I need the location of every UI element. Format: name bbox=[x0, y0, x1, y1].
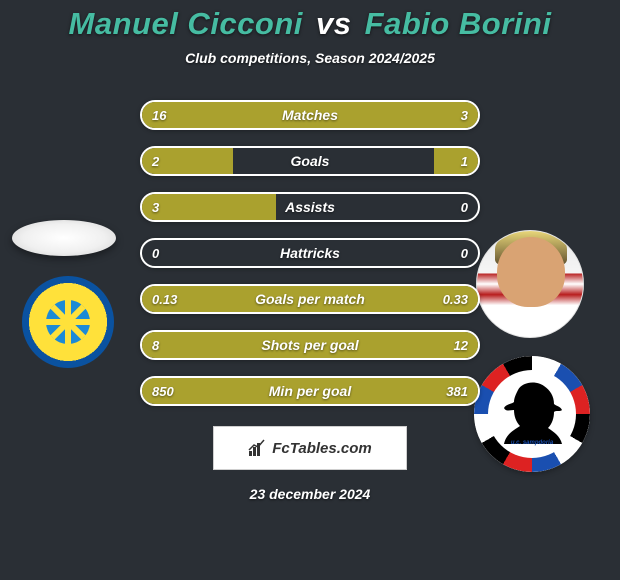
club-right-caption: u.c. sampdoria bbox=[474, 440, 590, 446]
stat-label: Goals per match bbox=[142, 291, 478, 307]
player-left-name: Manuel Cicconi bbox=[69, 6, 303, 41]
player-right-name: Fabio Borini bbox=[365, 6, 552, 41]
stat-row: 850381Min per goal bbox=[140, 376, 480, 406]
comparison-card: Manuel Cicconi vs Fabio Borini Club comp… bbox=[0, 0, 620, 580]
stat-row: 163Matches bbox=[140, 100, 480, 130]
stat-row: 30Assists bbox=[140, 192, 480, 222]
brand-text: FcTables.com bbox=[272, 440, 371, 457]
player-right-avatar-graphic bbox=[477, 231, 583, 337]
player-right-avatar bbox=[476, 230, 584, 338]
stat-label: Min per goal bbox=[142, 383, 478, 399]
club-right-badge: u.c. sampdoria bbox=[474, 356, 590, 472]
stat-row: 812Shots per goal bbox=[140, 330, 480, 360]
stat-label: Matches bbox=[142, 107, 478, 123]
stat-row: 0.130.33Goals per match bbox=[140, 284, 480, 314]
vs-separator: vs bbox=[316, 6, 351, 41]
stat-rows: 163Matches 21Goals 30Assists 00Hattricks 0.1… bbox=[140, 100, 480, 422]
fctables-logo-icon bbox=[248, 439, 266, 457]
stat-label: Assists bbox=[142, 199, 478, 215]
stat-label: Hattricks bbox=[142, 245, 478, 261]
stat-label: Goals bbox=[142, 153, 478, 169]
club-left-badge bbox=[22, 276, 114, 368]
stats-container: u.c. sampdoria 163Matches 21Goals 30Assist… bbox=[0, 100, 620, 502]
subtitle: Club competitions, Season 2024/2025 bbox=[185, 50, 435, 66]
brand-footer[interactable]: FcTables.com bbox=[213, 426, 406, 470]
stat-row: 21Goals bbox=[140, 146, 480, 176]
stat-row: 00Hattricks bbox=[140, 238, 480, 268]
date-line: 23 december 2024 bbox=[250, 486, 371, 502]
page-title: Manuel Cicconi vs Fabio Borini bbox=[69, 6, 552, 42]
stat-label: Shots per goal bbox=[142, 337, 478, 353]
player-left-avatar bbox=[12, 220, 116, 256]
sailor-silhouette-icon bbox=[498, 378, 568, 448]
